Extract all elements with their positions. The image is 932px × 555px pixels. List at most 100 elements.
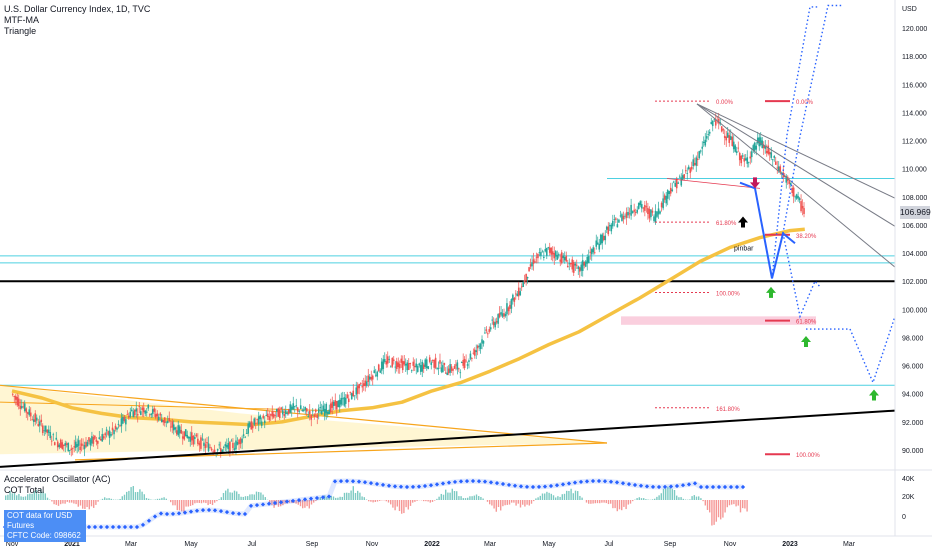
oscillator-bar [460, 496, 461, 500]
oscillator-bar [716, 500, 717, 522]
candle-body [96, 440, 98, 442]
candle-body [635, 212, 637, 213]
oscillator-bar [709, 500, 710, 512]
candle-body [211, 449, 213, 451]
candle-body [725, 137, 727, 141]
candle-body [629, 213, 631, 214]
candle-body [797, 196, 799, 198]
candle-body [499, 313, 501, 317]
candle-body [100, 439, 102, 440]
candle-body [730, 136, 732, 140]
candle-body [474, 350, 476, 356]
oscillator-bar [188, 500, 189, 507]
candle-body [385, 361, 387, 364]
candle-body [321, 411, 323, 415]
candle-body [734, 145, 736, 151]
candle-body [295, 405, 297, 406]
oscillator-bar [427, 500, 428, 502]
candle-body [276, 409, 278, 412]
candle-body [128, 416, 130, 418]
candle-body [612, 221, 614, 226]
oscillator-bar [731, 500, 732, 505]
fib-right-label-3: 100.00% [796, 453, 820, 459]
y-tick-label-12: 114.000 [902, 110, 927, 117]
candle-body [449, 364, 451, 373]
candle-body [301, 410, 303, 411]
candle-body [101, 434, 103, 441]
x-tick-label-11: Sep [664, 541, 677, 548]
candle-body [528, 267, 530, 271]
candle-body [409, 363, 411, 364]
candle-body [665, 196, 667, 204]
candle-body [167, 421, 169, 423]
candle-body [527, 277, 529, 278]
candle-body [107, 431, 109, 435]
oscillator-bar [392, 500, 393, 508]
candle-body [655, 211, 657, 222]
candle-body [458, 368, 460, 369]
y-tick-label-0: 90.000 [902, 448, 924, 455]
candle-body [497, 314, 499, 324]
oscillator-bar [586, 500, 587, 503]
fib-right-label-0: 0.00% [796, 100, 814, 106]
oscillator-bar [82, 500, 83, 509]
oscillator-bar [445, 490, 446, 500]
candle-body [28, 409, 30, 415]
candle-body [97, 441, 99, 444]
oscillator-bar [51, 500, 52, 501]
x-tick-label-7: 2022 [424, 541, 440, 548]
candle-body [524, 280, 526, 281]
candle-body [580, 265, 582, 271]
candle-body [375, 375, 377, 376]
candle-body [189, 437, 191, 442]
candle-body [539, 252, 541, 253]
candle-body [674, 183, 676, 187]
x-tick-label-8: Mar [484, 541, 497, 548]
candle-body [292, 403, 294, 409]
candle-body [84, 445, 86, 449]
oscillator-bar [333, 496, 334, 500]
candle-body [165, 422, 167, 423]
candle-body [196, 435, 198, 437]
candle-body [536, 257, 538, 258]
candle-body [112, 428, 114, 431]
oscillator-bar [179, 500, 180, 510]
y-tick-label-5: 100.000 [902, 307, 927, 314]
candle-body [177, 425, 179, 435]
candle-body [40, 420, 42, 422]
oscillator-bar [656, 497, 657, 500]
candle-body [259, 416, 261, 420]
candle-body [129, 412, 131, 417]
candle-body [731, 137, 733, 146]
oscillator-bar [174, 500, 175, 505]
oscillator-bar [196, 500, 197, 503]
oscillator-bar [476, 494, 477, 500]
candle-body [546, 248, 548, 256]
candle-body [149, 414, 151, 415]
oscillator-bar [53, 500, 54, 504]
candle-body [477, 346, 479, 349]
candle-body [109, 431, 111, 438]
candle-body [480, 344, 482, 349]
candle-body [421, 362, 423, 372]
oscillator-bar [643, 498, 644, 500]
candle-body [393, 359, 395, 360]
candle-body [379, 370, 381, 372]
candle-body [494, 322, 496, 327]
fib-left-label-1: 61.80% [716, 221, 737, 227]
oscillator-bar [478, 496, 479, 500]
oscillator-bar [84, 500, 85, 509]
candle-body [333, 402, 335, 406]
cot-label-line1: COT data for USD Futures [7, 511, 83, 531]
pinbar-arrow [738, 216, 748, 227]
oscillator-bar [166, 499, 167, 500]
candle-body [589, 252, 591, 253]
candle-body [438, 368, 440, 369]
lower-tick-label-2: 0 [902, 514, 906, 521]
candle-body [358, 384, 360, 388]
candle-body [742, 155, 744, 156]
candle-body [473, 353, 475, 354]
candle-body [155, 414, 157, 417]
candle-body [183, 431, 185, 439]
